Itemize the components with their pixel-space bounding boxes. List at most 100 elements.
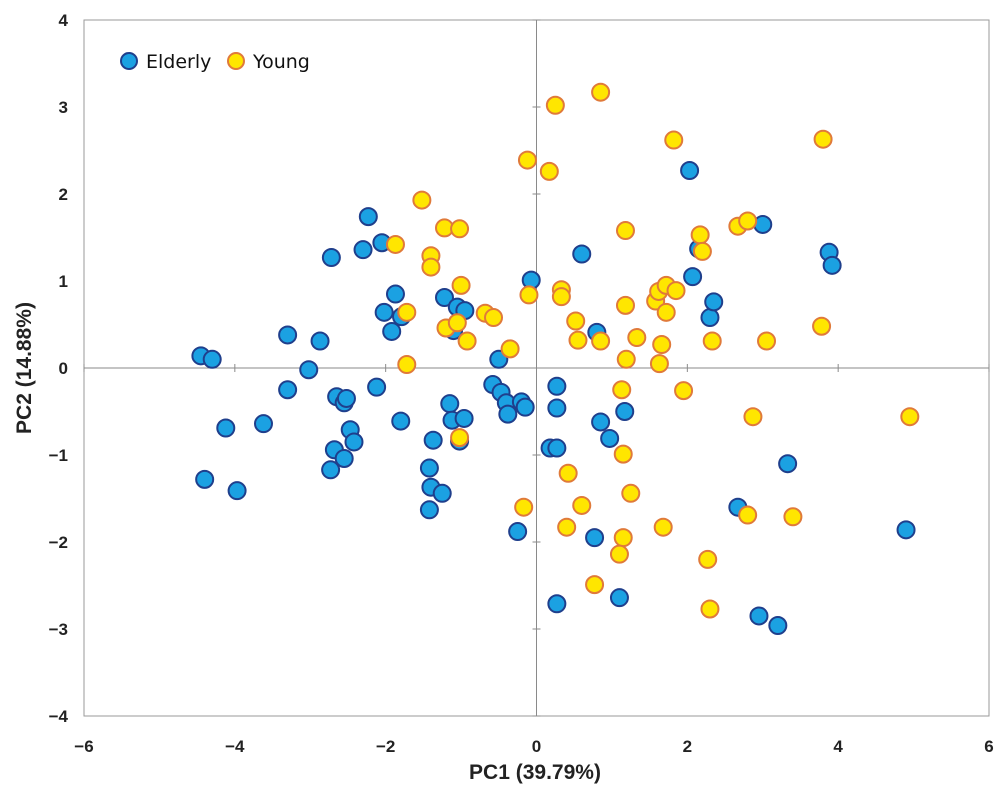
y-tick-label: −2 <box>49 533 68 552</box>
data-point <box>656 302 676 322</box>
data-point <box>627 328 647 348</box>
data-point <box>690 225 710 245</box>
data-point <box>344 432 364 452</box>
y-axis-title: PC2 (14.88%) <box>13 302 36 434</box>
data-point <box>450 219 470 239</box>
y-tick-label: 3 <box>59 98 68 117</box>
data-point <box>374 302 394 322</box>
data-point <box>202 349 222 369</box>
data-point <box>551 287 571 307</box>
legend-marker-young <box>227 52 245 70</box>
data-point <box>591 412 611 432</box>
data-point <box>613 528 633 548</box>
data-point <box>783 507 803 527</box>
data-point <box>649 354 669 374</box>
x-tick-label: 2 <box>683 737 692 756</box>
data-point <box>484 308 504 328</box>
data-point <box>412 190 432 210</box>
data-point <box>572 244 592 264</box>
data-point <box>702 331 722 351</box>
data-point <box>585 528 605 548</box>
x-tick-label: 0 <box>532 737 541 756</box>
y-tick-label: 0 <box>59 359 68 378</box>
legend: Elderly Young <box>120 51 310 73</box>
data-point <box>216 418 236 438</box>
data-point <box>382 321 402 341</box>
x-tick-label: −2 <box>376 737 395 756</box>
data-point <box>515 397 535 417</box>
data-point <box>419 458 439 478</box>
x-tick-label: −4 <box>225 737 245 756</box>
data-point <box>615 221 635 241</box>
data-point <box>517 150 537 170</box>
data-point <box>615 295 635 315</box>
data-point <box>743 407 763 427</box>
x-axis-title: PC1 (39.79%) <box>469 761 601 784</box>
data-point <box>195 469 215 489</box>
data-point <box>500 339 520 359</box>
data-point <box>421 257 441 277</box>
data-point <box>778 454 798 474</box>
data-point <box>514 497 534 517</box>
y-tick-label: −1 <box>49 446 68 465</box>
data-point <box>353 240 373 260</box>
data-point <box>508 522 528 542</box>
data-point <box>653 517 673 537</box>
data-point <box>749 606 769 626</box>
data-point <box>519 285 539 305</box>
data-point <box>547 398 567 418</box>
series-elderly <box>191 161 916 636</box>
data-point <box>568 330 588 350</box>
data-point <box>367 377 387 397</box>
data-point <box>358 207 378 227</box>
series-young <box>385 82 920 619</box>
y-tick-label: 2 <box>59 185 68 204</box>
data-point <box>585 575 605 595</box>
data-point <box>609 588 629 608</box>
data-point <box>253 414 273 434</box>
y-tick-label: −3 <box>49 620 68 639</box>
data-point <box>612 380 632 400</box>
points-layer <box>191 82 920 636</box>
data-point <box>336 388 356 408</box>
data-point <box>616 349 636 369</box>
data-point <box>558 463 578 483</box>
data-point <box>680 161 700 181</box>
data-point <box>457 331 477 351</box>
data-point <box>451 275 471 295</box>
data-point <box>334 448 354 468</box>
data-point <box>700 599 720 619</box>
x-tick-label: −6 <box>74 737 93 756</box>
data-point <box>738 505 758 525</box>
data-point <box>664 130 684 150</box>
data-point <box>385 234 405 254</box>
y-tick-label: 4 <box>59 11 69 30</box>
data-point <box>547 594 567 614</box>
data-point <box>547 438 567 458</box>
x-tick-label: 4 <box>833 737 843 756</box>
data-point <box>454 408 474 428</box>
data-point <box>278 325 298 345</box>
data-point <box>615 402 635 421</box>
data-point <box>423 430 443 450</box>
data-point <box>434 288 454 308</box>
data-point <box>674 381 694 401</box>
data-point <box>609 544 629 564</box>
data-point <box>683 267 703 287</box>
data-point <box>278 380 298 400</box>
legend-label-young: Young <box>252 51 310 73</box>
data-point <box>557 517 577 537</box>
y-tick-labels: −4 −3 −2 −1 0 1 2 3 4 <box>49 11 69 726</box>
data-point <box>591 82 611 102</box>
data-point <box>652 335 672 355</box>
data-point <box>738 211 758 231</box>
data-point <box>812 316 832 336</box>
data-point <box>397 355 417 375</box>
y-tick-label: 1 <box>59 272 68 291</box>
data-point <box>591 331 611 351</box>
data-point <box>450 428 470 448</box>
data-point <box>704 292 724 312</box>
y-tick-label: −4 <box>49 707 69 726</box>
data-point <box>547 376 567 396</box>
